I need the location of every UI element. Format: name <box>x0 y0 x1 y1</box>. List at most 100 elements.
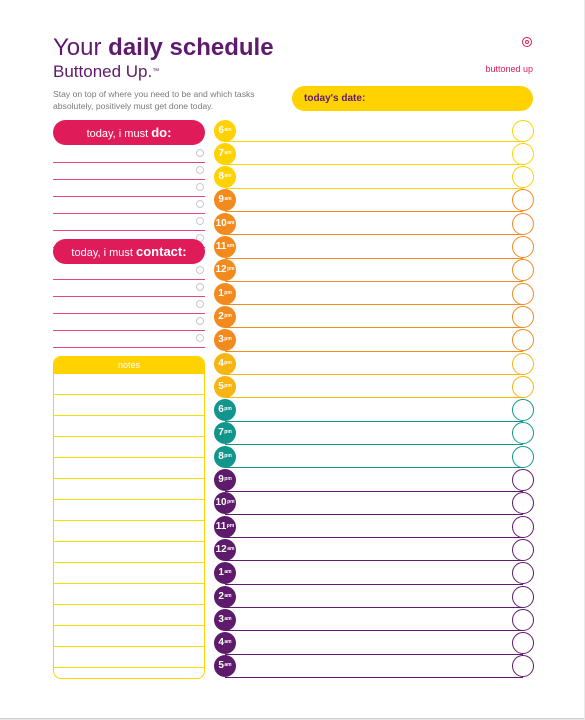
time-slot-line[interactable] <box>225 537 523 539</box>
time-slot-line[interactable] <box>225 210 523 212</box>
checkbox-circle-icon[interactable] <box>512 608 534 631</box>
checkbox-circle-icon[interactable] <box>196 283 204 291</box>
checkbox-circle-icon[interactable] <box>512 142 534 165</box>
note-line[interactable] <box>54 542 204 563</box>
time-slot[interactable]: 8am <box>214 166 534 189</box>
date-field[interactable]: today's date: <box>292 86 533 111</box>
checkbox-circle-icon[interactable] <box>512 469 534 491</box>
time-slot-line[interactable] <box>225 304 523 306</box>
time-slot-line[interactable] <box>225 164 523 166</box>
time-slot[interactable]: 9am <box>214 189 534 212</box>
time-slot-line[interactable] <box>225 327 523 329</box>
time-slot-line[interactable] <box>225 467 523 469</box>
time-slot[interactable]: 10am <box>214 212 534 236</box>
checkbox-circle-icon[interactable] <box>512 585 534 608</box>
checkbox-circle-icon[interactable] <box>512 259 534 282</box>
time-slot-line[interactable] <box>225 141 523 142</box>
time-slot[interactable]: 11am <box>214 236 534 259</box>
time-slot[interactable]: 6pm <box>214 399 534 422</box>
time-slot[interactable]: 2pm <box>214 305 534 329</box>
time-slot[interactable]: 11pm <box>214 515 534 539</box>
checkbox-circle-icon[interactable] <box>512 236 534 258</box>
time-slot[interactable]: 8pm <box>214 445 534 469</box>
time-slot[interactable]: 1am <box>214 562 534 585</box>
checkbox-circle-icon[interactable] <box>512 305 534 328</box>
todo-row[interactable] <box>53 146 205 163</box>
checkbox-circle-icon[interactable] <box>512 189 534 212</box>
checkbox-circle-icon[interactable] <box>512 212 534 235</box>
checkbox-circle-icon[interactable] <box>512 399 534 422</box>
checkbox-circle-icon[interactable] <box>196 166 204 174</box>
checkbox-circle-icon[interactable] <box>196 149 204 157</box>
note-line[interactable] <box>54 626 204 647</box>
time-slot[interactable]: 5am <box>214 655 534 678</box>
contact-row[interactable] <box>53 314 205 331</box>
time-slot-line[interactable] <box>225 187 523 189</box>
time-slot[interactable]: 7am <box>214 142 534 166</box>
note-line[interactable] <box>54 479 204 500</box>
checkbox-circle-icon[interactable] <box>196 217 204 225</box>
checkbox-circle-icon[interactable] <box>196 183 204 191</box>
todo-row[interactable] <box>53 163 205 180</box>
note-line[interactable] <box>54 458 204 479</box>
checkbox-circle-icon[interactable] <box>512 445 534 468</box>
note-line[interactable] <box>54 647 204 668</box>
notes-lines[interactable] <box>54 374 204 668</box>
time-slot[interactable]: 10pm <box>214 492 534 515</box>
checkbox-circle-icon[interactable] <box>196 200 204 208</box>
time-slot[interactable]: 12pm <box>214 259 534 282</box>
checkbox-circle-icon[interactable] <box>512 352 534 375</box>
time-slot-line[interactable] <box>225 653 523 655</box>
time-slot-line[interactable] <box>225 374 523 375</box>
time-slot[interactable]: 2am <box>214 585 534 608</box>
time-slot[interactable]: 7pm <box>214 422 534 445</box>
checkbox-circle-icon[interactable] <box>196 300 204 308</box>
contact-row[interactable] <box>53 280 205 297</box>
note-line[interactable] <box>54 563 204 584</box>
time-slot-line[interactable] <box>225 420 523 422</box>
checkbox-circle-icon[interactable] <box>512 515 534 538</box>
checkbox-circle-icon[interactable] <box>196 334 204 342</box>
checkbox-circle-icon[interactable] <box>196 266 204 274</box>
time-slot[interactable]: 4pm <box>214 352 534 375</box>
checkbox-circle-icon[interactable] <box>512 375 534 398</box>
checkbox-circle-icon[interactable] <box>512 655 534 678</box>
time-slot-line[interactable] <box>225 280 523 282</box>
note-line[interactable] <box>54 437 204 458</box>
note-line[interactable] <box>54 416 204 437</box>
todo-row[interactable] <box>53 180 205 197</box>
note-line[interactable] <box>54 374 204 395</box>
note-line[interactable] <box>54 521 204 542</box>
checkbox-circle-icon[interactable] <box>512 562 534 585</box>
todo-row[interactable] <box>53 214 205 231</box>
note-line[interactable] <box>54 605 204 626</box>
time-slot-line[interactable] <box>225 397 523 399</box>
checkbox-circle-icon[interactable] <box>512 119 534 142</box>
time-slot-line[interactable] <box>225 257 523 259</box>
time-slot-line[interactable] <box>225 560 523 562</box>
checkbox-circle-icon[interactable] <box>512 538 534 561</box>
checkbox-circle-icon[interactable] <box>512 166 534 189</box>
checkbox-circle-icon[interactable] <box>512 632 534 655</box>
time-slot[interactable]: 4am <box>214 632 534 655</box>
contact-row[interactable] <box>53 331 205 348</box>
checkbox-circle-icon[interactable] <box>196 317 204 325</box>
todo-row[interactable] <box>53 197 205 214</box>
checkbox-circle-icon[interactable] <box>512 282 534 305</box>
time-slot[interactable]: 3am <box>214 608 534 632</box>
time-slot[interactable]: 3pm <box>214 329 534 352</box>
time-slot[interactable]: 1pm <box>214 282 534 306</box>
time-slot-line[interactable] <box>225 583 523 585</box>
checkbox-circle-icon[interactable] <box>512 492 534 515</box>
time-slot[interactable]: 12am <box>214 538 534 562</box>
note-line[interactable] <box>54 500 204 521</box>
time-slot-line[interactable] <box>225 676 523 678</box>
note-line[interactable] <box>54 584 204 605</box>
time-slot[interactable]: 6am <box>214 119 534 142</box>
time-slot-line[interactable] <box>225 443 523 445</box>
contact-row[interactable] <box>53 263 205 280</box>
time-slot-line[interactable] <box>225 490 523 492</box>
time-slot-line[interactable] <box>225 513 523 515</box>
contact-row[interactable] <box>53 297 205 314</box>
time-slot[interactable]: 9pm <box>214 469 534 492</box>
